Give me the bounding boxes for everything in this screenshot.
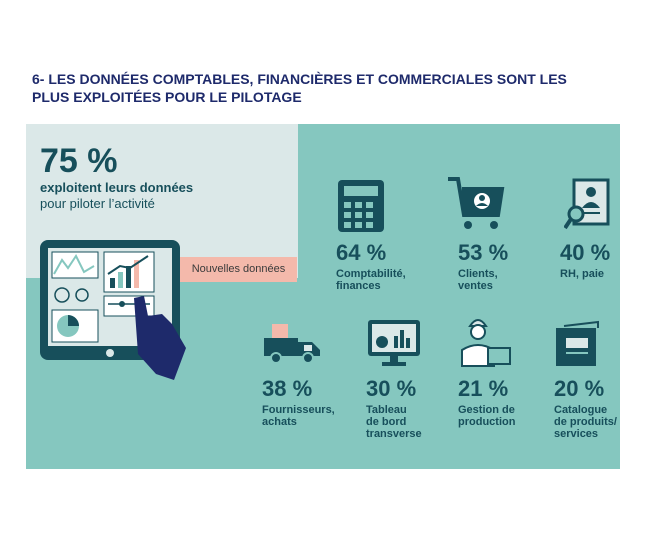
stat-label-comptabilite: Comptabilité, finances (336, 268, 406, 292)
page-title: 6- LES DONNÉES COMPTABLES, FINANCIÈRES E… (32, 71, 567, 105)
hr-file-icon (564, 178, 610, 230)
stat-value-clients: 53 % (458, 240, 509, 265)
dashboard-monitor-icon (368, 320, 420, 366)
worker-icon (461, 319, 511, 367)
headline-value: 75 % (40, 142, 118, 180)
stat-value-catalogue: 20 % (554, 376, 605, 401)
stat-label-clients: Clients, ventes (458, 268, 498, 292)
headline-line-1: exploitent leurs données (40, 180, 194, 195)
stat-label-tableau: Tableau de bord transverse (366, 404, 422, 440)
catalog-book-icon (556, 320, 599, 366)
calculator-icon (338, 180, 384, 232)
stat-value-production: 21 % (458, 376, 509, 401)
delivery-truck-icon (264, 324, 320, 364)
headline-line-2: pour piloter l’activité (40, 196, 155, 211)
stat-value-fournisseurs: 38 % (262, 376, 313, 401)
stat-label-catalogue: Catalogue de produits/services (554, 404, 617, 440)
shopping-cart-icon (448, 177, 505, 229)
stat-value-rh: 40 % (560, 240, 611, 265)
stat-value-tableau: 30 % (366, 376, 417, 401)
stat-label-fournisseurs: Fournisseurs, achats (262, 404, 335, 428)
stat-value-comptabilite: 64 % (336, 240, 387, 265)
tablet-dashboard-icon (40, 240, 186, 380)
stat-label-rh: RH, paie (560, 268, 605, 280)
stat-label-production: Gestion de production (458, 404, 516, 428)
new-data-badge: Nouvelles données (180, 257, 297, 282)
